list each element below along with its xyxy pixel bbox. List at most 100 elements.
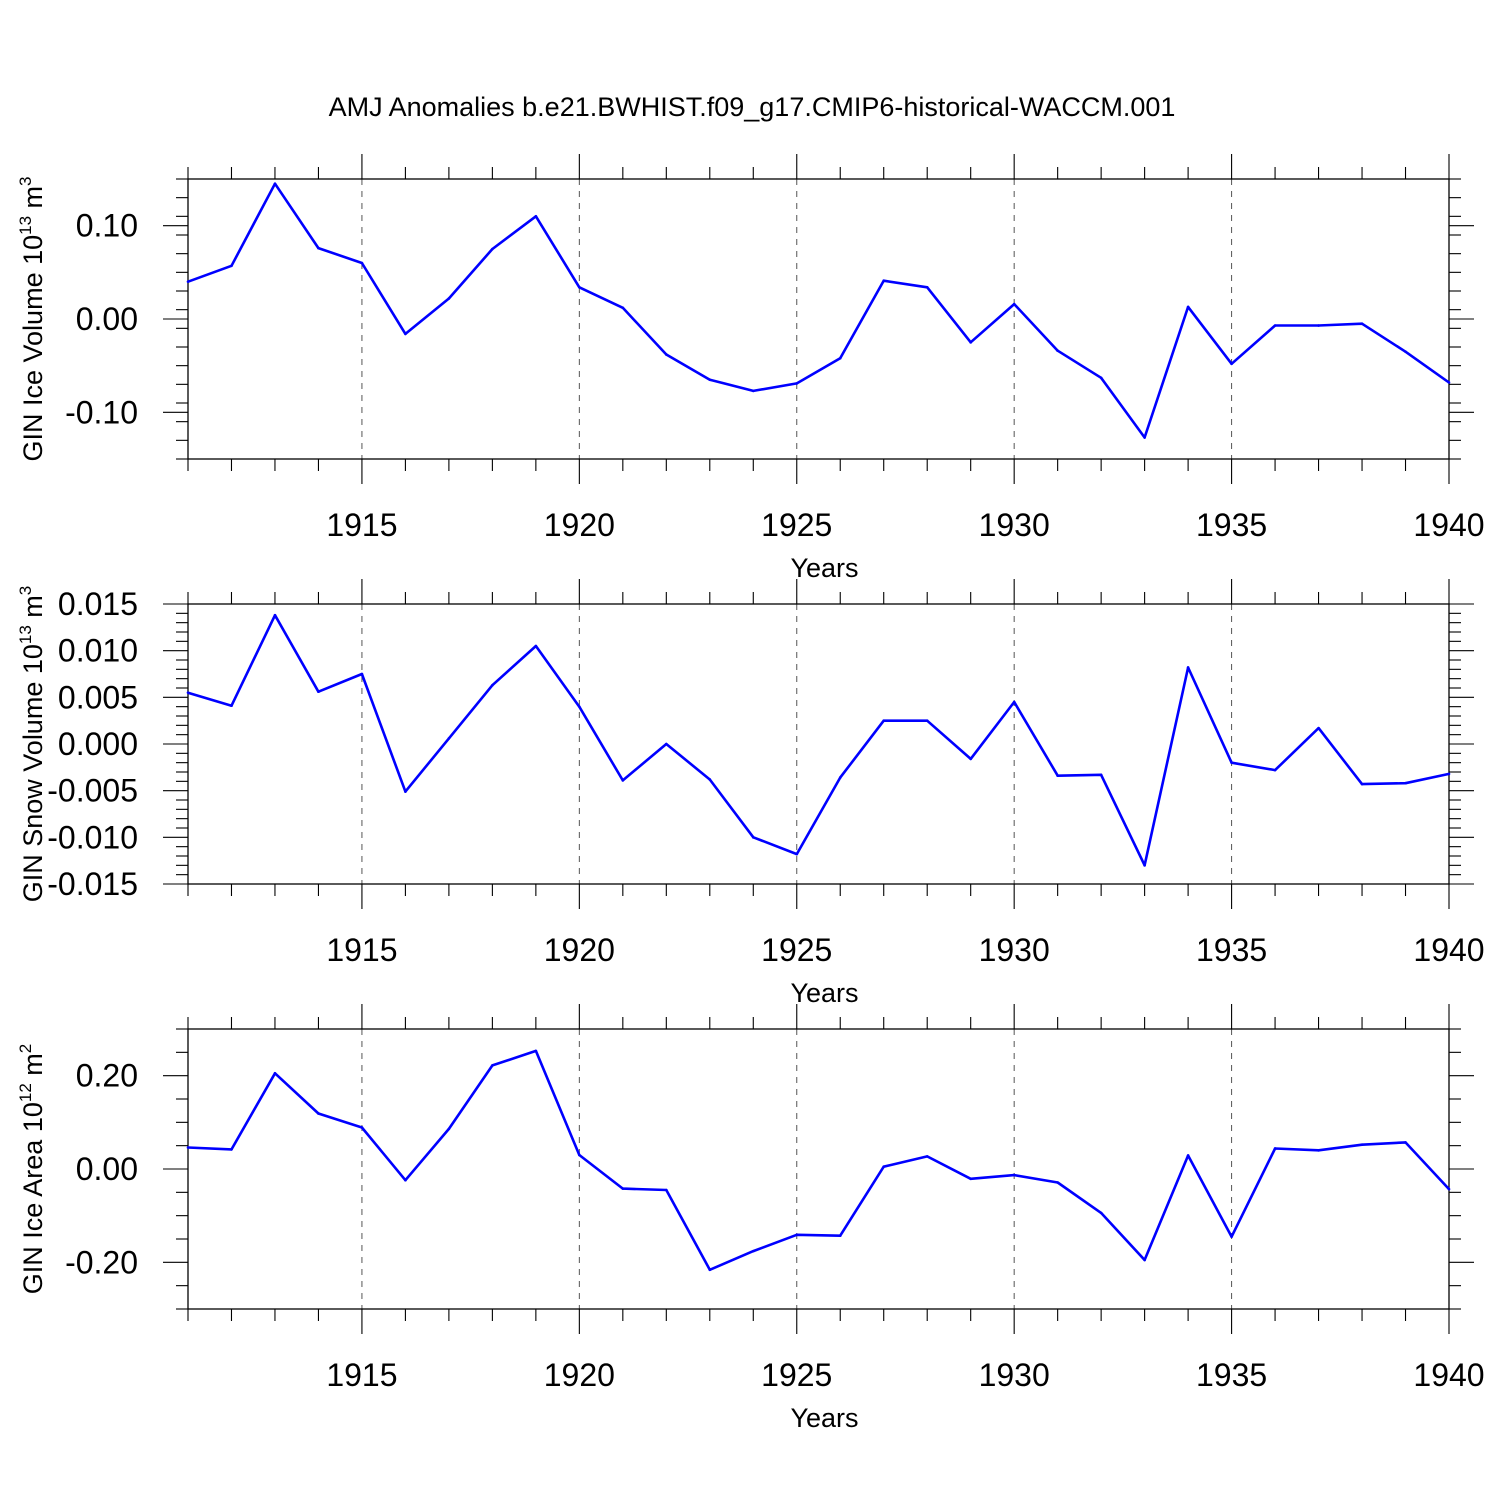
data-point-1921	[621, 306, 625, 310]
y-tick-label: 0.000	[58, 726, 138, 762]
data-point-1934	[1186, 305, 1190, 309]
data-point-1939	[1404, 781, 1407, 785]
data-point-1927	[882, 719, 886, 722]
data-point-1935	[1230, 1235, 1233, 1238]
data-point-1918	[491, 247, 494, 251]
data-point-1916	[404, 790, 407, 793]
data-point-1940	[1447, 772, 1451, 776]
data-point-1930	[1012, 302, 1016, 306]
data-point-1933	[1143, 1258, 1146, 1262]
data-point-1926	[838, 1234, 842, 1238]
data-point-1916	[404, 1178, 407, 1182]
data-point-1938	[1360, 782, 1364, 786]
data-point-1914	[317, 246, 320, 250]
y-tick-label: -0.010	[47, 819, 138, 855]
x-tick-label-1935: 1935	[1196, 507, 1267, 543]
data-point-1917	[447, 297, 451, 300]
plot-frame	[187, 603, 1450, 885]
data-point-1932	[1099, 376, 1103, 380]
data-point-1912	[230, 1148, 233, 1151]
data-point-1931	[1056, 1181, 1059, 1184]
data-point-1934	[1186, 1154, 1190, 1157]
x-tick-label-1925: 1925	[761, 1357, 832, 1393]
data-point-1925	[795, 382, 799, 385]
data-point-1924	[751, 1249, 755, 1253]
data-point-1937	[1317, 324, 1320, 327]
data-point-1913	[273, 1072, 277, 1075]
x-tick-label-1930: 1930	[979, 507, 1050, 543]
data-point-1929	[969, 757, 972, 761]
y-tick-label: 0.20	[76, 1058, 138, 1094]
data-point-1917	[447, 1127, 451, 1131]
data-point-1915	[360, 1126, 364, 1129]
data-point-1918	[491, 683, 494, 687]
data-point-1918	[491, 1064, 494, 1067]
data-point-1926	[838, 356, 842, 360]
data-point-1915	[360, 672, 364, 676]
x-tick-label-1930: 1930	[979, 932, 1050, 968]
data-point-1937	[1317, 1149, 1320, 1152]
y-tick-label: 0.10	[76, 208, 138, 244]
data-point-1928	[925, 719, 929, 722]
data-point-1919	[534, 1049, 538, 1053]
data-point-1933	[1143, 436, 1146, 439]
data-point-1911	[186, 691, 190, 694]
y-tick-label: -0.20	[65, 1244, 138, 1280]
x-tick-label-1920: 1920	[544, 1357, 615, 1393]
y-axis-title: GIN Ice Volume 1013 m3	[16, 176, 48, 461]
y-tick-label: 0.00	[76, 1151, 138, 1187]
y-tick-label: 0.005	[58, 679, 138, 715]
data-point-1914	[317, 690, 320, 694]
data-point-1928	[925, 1155, 929, 1158]
x-tick-label-1940: 1940	[1413, 1357, 1484, 1393]
data-point-1934	[1186, 666, 1190, 669]
data-point-1915	[360, 261, 364, 265]
data-point-1925	[795, 852, 799, 856]
data-point-1926	[838, 776, 842, 779]
data-point-1920	[578, 1153, 581, 1157]
data-point-1935	[1230, 761, 1233, 764]
x-tick-label-1940: 1940	[1413, 932, 1484, 968]
data-point-1917	[447, 737, 451, 740]
data-point-1923	[708, 778, 712, 781]
x-tick-label-1920: 1920	[544, 507, 615, 543]
y-tick-label: -0.10	[65, 394, 138, 430]
data-point-1924	[751, 836, 755, 839]
data-point-1939	[1404, 1141, 1407, 1144]
data-point-1922	[665, 742, 668, 746]
panel-2: -0.015 -0.010 -0.005 0.000 0.005 0.010 0.015 19…	[16, 579, 1485, 1008]
y-tick-label: 0.015	[58, 586, 138, 622]
data-point-1931	[1056, 349, 1059, 353]
data-point-1929	[969, 1177, 972, 1181]
plot-frame	[187, 1028, 1450, 1310]
data-point-1930	[1012, 700, 1016, 704]
data-point-1932	[1099, 1211, 1103, 1215]
data-point-1940	[1447, 381, 1451, 384]
y-tick-label: 0.00	[76, 301, 138, 337]
x-tick-label-1930: 1930	[979, 1357, 1050, 1393]
data-point-1912	[230, 264, 233, 268]
y-tick-label: 0.010	[58, 633, 138, 669]
series-line	[187, 1049, 1450, 1272]
data-point-1912	[230, 704, 233, 708]
data-point-1913	[273, 613, 277, 617]
data-point-1922	[665, 353, 668, 356]
data-point-1922	[665, 1188, 668, 1192]
data-point-1939	[1404, 350, 1407, 353]
data-point-1920	[578, 285, 581, 289]
data-point-1927	[882, 279, 886, 283]
plot-frame	[187, 178, 1450, 460]
data-point-1913	[273, 182, 277, 185]
y-tick-label: -0.015	[47, 866, 138, 902]
x-tick-label-1935: 1935	[1196, 1357, 1267, 1393]
data-point-1938	[1360, 1143, 1364, 1147]
data-point-1911	[186, 280, 190, 283]
data-point-1924	[751, 389, 755, 393]
data-point-1919	[534, 215, 538, 218]
data-point-1923	[708, 378, 712, 381]
data-point-1914	[317, 1112, 320, 1115]
x-tick-label-1925: 1925	[761, 507, 832, 543]
x-tick-label-1915: 1915	[326, 507, 397, 543]
data-point-1916	[404, 332, 407, 336]
